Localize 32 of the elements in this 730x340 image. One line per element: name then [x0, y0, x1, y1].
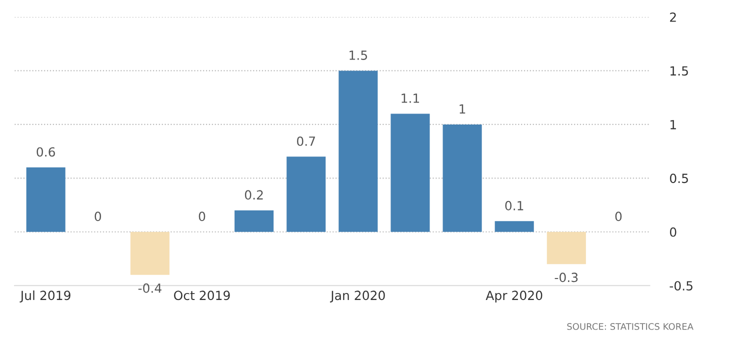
data-label: -0.4 — [138, 283, 162, 293]
y-tick-label: 1.5 — [670, 66, 688, 76]
y-tick-label: 0 — [670, 227, 676, 237]
data-label: 1.5 — [350, 50, 368, 60]
x-tick-label: Oct 2019 — [174, 290, 230, 300]
data-label: 0 — [94, 212, 102, 222]
bar — [26, 167, 66, 232]
bar — [130, 232, 170, 275]
data-label: 0.2 — [244, 190, 263, 200]
data-label: 0.7 — [297, 136, 315, 146]
x-tick-label: Apr 2020 — [486, 290, 542, 303]
data-label: 0.1 — [505, 200, 524, 210]
data-label: 0 — [198, 212, 206, 222]
bar — [442, 124, 482, 232]
bar — [286, 156, 326, 232]
data-label: -0.3 — [554, 272, 578, 282]
data-label: 0.6 — [36, 147, 55, 157]
y-tick-label: 0.5 — [670, 174, 688, 184]
data-label: 0 — [615, 212, 622, 222]
x-tick-label: Jul 2019 — [20, 290, 70, 302]
y-tick-label: 1 — [670, 120, 676, 130]
data-label: 1.1 — [402, 94, 420, 103]
bar — [494, 221, 534, 232]
x-tick-label: Jan 2020 — [330, 290, 385, 302]
y-tick-label: -0.5 — [670, 281, 692, 291]
bar — [546, 232, 586, 264]
source-note: SOURCE: STATISTICS KOREA — [567, 323, 694, 330]
data-label: 1 — [460, 104, 466, 114]
bar — [338, 70, 378, 232]
bar — [234, 210, 274, 232]
bar — [390, 114, 430, 232]
y-tick-label: 2 — [670, 12, 676, 22]
